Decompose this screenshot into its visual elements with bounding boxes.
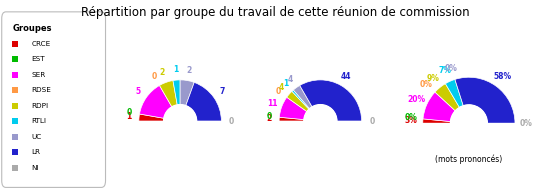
Text: EST: EST — [31, 56, 45, 62]
Wedge shape — [173, 80, 180, 105]
Text: LR: LR — [31, 150, 40, 155]
Bar — [386, 123, 550, 179]
Text: 7: 7 — [219, 87, 225, 96]
Text: UC: UC — [31, 134, 41, 140]
Wedge shape — [279, 97, 307, 120]
Wedge shape — [300, 80, 362, 121]
Text: 3%: 3% — [405, 116, 418, 125]
Circle shape — [450, 105, 487, 142]
Text: 4: 4 — [279, 83, 284, 92]
Text: 20%: 20% — [407, 95, 425, 104]
Circle shape — [304, 105, 337, 138]
Text: RDSE: RDSE — [31, 87, 51, 93]
Text: 58%: 58% — [494, 72, 512, 81]
Text: 44: 44 — [341, 72, 351, 81]
Text: 4: 4 — [288, 75, 293, 84]
Text: 1: 1 — [126, 112, 131, 121]
Wedge shape — [186, 82, 221, 121]
Bar — [106, 121, 254, 171]
Text: 11: 11 — [267, 99, 277, 108]
Text: Groupes: Groupes — [13, 24, 52, 32]
Text: SER: SER — [31, 72, 46, 78]
Text: 1: 1 — [173, 65, 178, 74]
Text: Interventions: Interventions — [295, 140, 346, 149]
Bar — [246, 121, 395, 171]
Circle shape — [164, 105, 197, 138]
Wedge shape — [279, 117, 304, 121]
Text: 0%: 0% — [405, 113, 418, 122]
Text: 5: 5 — [135, 87, 140, 96]
Text: Répartition par groupe du travail de cette réunion de commission: Répartition par groupe du travail de cet… — [81, 6, 469, 19]
Wedge shape — [423, 119, 450, 123]
Text: 0: 0 — [266, 112, 272, 121]
Text: 0%: 0% — [520, 119, 533, 128]
Text: 2: 2 — [160, 68, 165, 77]
Text: 0%: 0% — [420, 80, 433, 89]
Text: 0: 0 — [276, 87, 281, 96]
Wedge shape — [435, 84, 459, 111]
Text: 0: 0 — [126, 108, 132, 117]
Text: 0: 0 — [152, 72, 157, 81]
Text: Temps de parole
(mots prononcés): Temps de parole (mots prononcés) — [435, 144, 503, 164]
Text: CRCE: CRCE — [31, 41, 51, 47]
Text: 1: 1 — [283, 78, 288, 88]
Wedge shape — [293, 86, 312, 109]
Text: 2: 2 — [186, 66, 192, 75]
Text: 2: 2 — [266, 114, 272, 123]
Text: RTLI: RTLI — [31, 118, 46, 124]
Wedge shape — [180, 80, 194, 106]
Wedge shape — [455, 77, 515, 123]
Wedge shape — [287, 91, 309, 112]
Wedge shape — [160, 81, 177, 107]
Wedge shape — [446, 79, 463, 108]
Wedge shape — [139, 114, 164, 121]
Wedge shape — [423, 92, 455, 122]
Text: NI: NI — [31, 165, 39, 171]
Text: 0: 0 — [229, 117, 234, 126]
Text: 0%: 0% — [445, 64, 458, 73]
Text: RDPI: RDPI — [31, 103, 48, 109]
Text: 9%: 9% — [426, 74, 439, 83]
Text: 0: 0 — [369, 117, 375, 126]
Wedge shape — [292, 90, 310, 109]
FancyBboxPatch shape — [2, 12, 106, 187]
Text: Présents: Présents — [164, 140, 196, 149]
Wedge shape — [140, 86, 172, 118]
Text: 7%: 7% — [439, 66, 452, 75]
